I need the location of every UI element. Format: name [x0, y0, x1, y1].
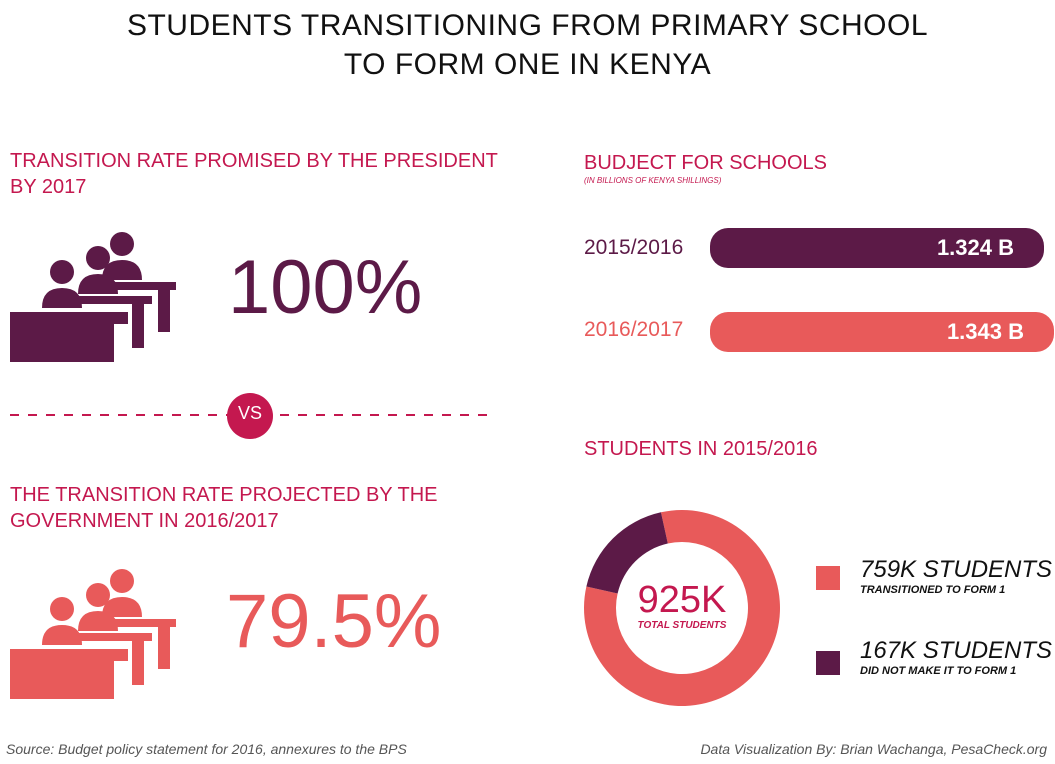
title-line-1: STUDENTS TRANSITIONING FROM PRIMARY SCHO…: [126, 9, 929, 42]
donut-center: 925K TOTAL STUDENTS: [582, 580, 782, 631]
budget-heading: BUDJECT FOR SCHOOLS: [584, 152, 827, 174]
promise-heading: TRANSITION RATE PROMISED BY THE PRESIDEN…: [10, 148, 498, 200]
legend-item-transitioned: 759K STUDENTS TRANSITIONED TO FORM 1: [860, 557, 1052, 597]
budget-bar-2015-2016: 1.324 B: [710, 228, 1044, 268]
projected-heading-line-1: THE TRANSITION RATE PROJECTED BY THE: [10, 484, 438, 506]
budget-category-1: 2016/2017: [584, 318, 684, 341]
budget-bar-label-0: 1.324 B: [936, 235, 1014, 260]
donut-slice-transitioned: [584, 510, 780, 706]
budget-bar-2016-2017: 1.343 B: [710, 312, 1054, 352]
donut-slice-not-transitioned: [586, 512, 668, 594]
donut-center-label: TOTAL STUDENTS: [637, 620, 727, 631]
legend-main-0: 759K STUDENTS: [860, 556, 1053, 583]
donut-center-value: 925K: [637, 579, 727, 621]
projected-value-text: 79.5%: [226, 579, 442, 664]
promise-heading-line-2: BY 2017: [10, 176, 87, 198]
vs-label: VS: [237, 403, 262, 423]
projected-value: 79.5%: [226, 582, 442, 662]
budget-category-0: 2015/2016: [584, 236, 684, 259]
vs-divider: [10, 393, 492, 439]
legend-main-1: 167K STUDENTS: [860, 637, 1053, 664]
budget-subheading: (IN BILLIONS OF KENYA SHILLINGS): [584, 176, 722, 185]
legend-sub-0: TRANSITIONED TO FORM 1: [860, 584, 1006, 596]
promise-value: 100%: [228, 248, 422, 328]
promise-value-text: 100%: [228, 245, 423, 330]
students-heading: STUDENTS IN 2015/2016: [584, 438, 818, 460]
legend-sub-1: DID NOT MAKE IT TO FORM 1: [860, 665, 1017, 677]
legend-swatch-not-transitioned: [816, 651, 840, 675]
classroom-icon-coral: [10, 569, 176, 699]
budget-bar-label-1: 1.343 B: [946, 319, 1024, 344]
projected-heading-line-2: GOVERNMENT IN 2016/2017: [10, 510, 279, 532]
projected-heading: THE TRANSITION RATE PROJECTED BY THE GOV…: [10, 482, 437, 534]
students-donut-chart: [584, 510, 780, 706]
legend-item-not-transitioned: 167K STUDENTS DID NOT MAKE IT TO FORM 1: [860, 638, 1052, 678]
title-line-2: TO FORM ONE IN KENYA: [343, 48, 712, 81]
classroom-icon-dark: [10, 232, 176, 362]
page-title: STUDENTS TRANSITIONING FROM PRIMARY SCHO…: [0, 6, 1055, 84]
promise-heading-line-1: TRANSITION RATE PROMISED BY THE PRESIDEN…: [10, 150, 498, 172]
source-note: Source: Budget policy statement for 2016…: [6, 741, 407, 757]
credit-note: Data Visualization By: Brian Wachanga, P…: [700, 741, 1047, 757]
legend-swatch-transitioned: [816, 566, 840, 590]
